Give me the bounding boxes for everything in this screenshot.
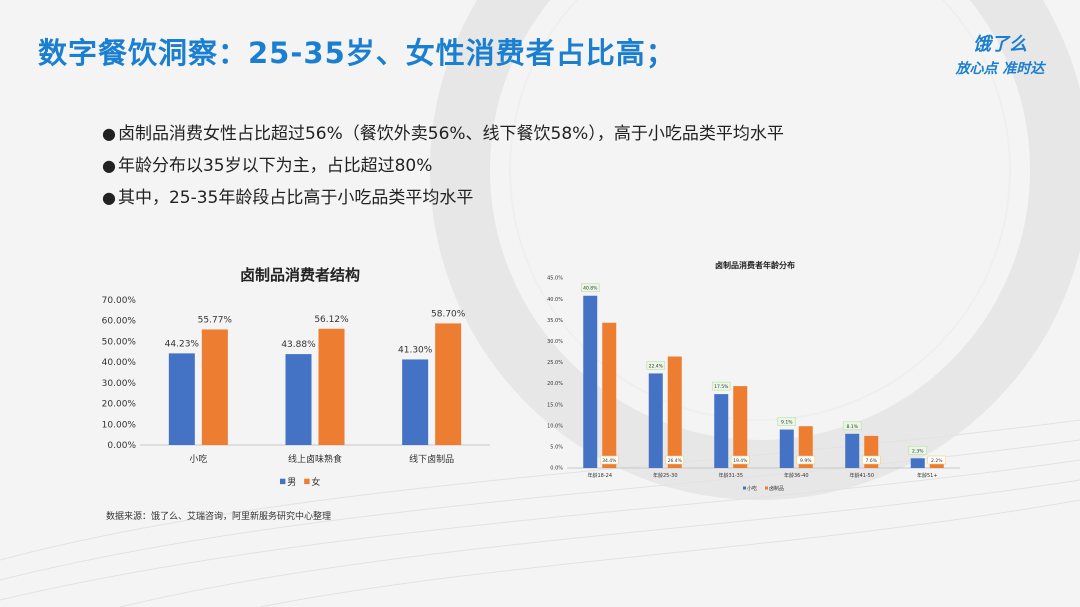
data-label: 9.1% [781,420,793,426]
bar [602,322,617,468]
page-title: 数字餐饮洞察：25-35岁、女性消费者占比高； [38,36,676,70]
y-tick-label: 10.00% [102,420,137,430]
bar [402,359,429,445]
y-tick-label: 35.0% [547,318,563,324]
age-distribution-chart: 卤制品消费者年龄分布 0.0% 5.0% 10.0% 15.0% 20.0% 25.0% 30… [547,260,960,492]
bar [648,373,663,468]
bar [779,429,794,468]
category-label: 年龄41-50 [849,472,874,479]
logo-line-2: 放心点 准时达 [955,61,1045,77]
data-label: 8.1% [847,424,859,430]
bar [714,394,729,468]
legend-swatch [743,486,746,490]
data-label: 22.4% [649,363,664,369]
data-label-box [580,283,600,293]
bar [201,329,228,445]
legend-label: 卤制品 [769,485,784,492]
data-label-box [665,455,685,465]
data-label-box [599,455,619,465]
y-tick-label: 45.0% [547,276,563,282]
bullet-text: 卤制品消费女性占比超过56%（餐饮外卖56%、线下餐饮58%），高于小吃品类平均… [117,124,784,144]
data-label: 40.8% [583,286,598,292]
y-tick-label: 60.00% [102,317,137,327]
data-label-box [861,455,881,465]
y-tick-label: 15.0% [547,402,563,408]
consumer-structure-chart: 卤制品消费者结构 0.00% 10.00% 20.00% 30.00% 40.00% 50.… [102,266,490,488]
data-label-box [730,455,750,465]
bar [910,458,925,468]
y-tick-label: 25.0% [547,360,563,366]
y-tick-label: 30.00% [102,379,137,389]
data-label-box [908,445,928,455]
y-tick-label: 40.0% [547,297,563,303]
bullet-dot-icon: ● [102,124,116,143]
brand-logo: 饿了么 放心点 准时达 [944,30,1056,78]
y-tick-label: 30.0% [547,339,563,345]
category-label: 年龄18-24 [587,472,612,479]
bullet-text: 其中，25-35年龄段占比高于小吃品类平均水平 [117,188,474,208]
bar [845,433,860,468]
bullet-item: ● 年龄分布以35岁以下为主，占比超过80% [102,154,784,186]
data-label: 44.23% [165,339,200,349]
chart-title: 卤制品消费者年龄分布 [715,260,795,270]
legend-label: 男 [287,477,296,488]
bullet-item: ● 其中，25-35年龄段占比高于小吃品类平均水平 [102,186,784,218]
category-label: 年龄25-30 [653,472,678,479]
bullet-text: 年龄分布以35岁以下为主，占比超过80% [117,156,433,176]
bar [285,354,312,445]
data-label: 41.30% [398,345,433,355]
bar [667,356,682,468]
data-label-box [796,455,816,465]
y-tick-label: 50.00% [102,337,137,347]
bar [733,386,748,468]
logo-line-1: 饿了么 [973,34,1027,55]
bar [318,328,345,445]
data-label: 43.88% [281,340,316,350]
legend-swatch [280,478,286,485]
data-label: 9.9% [800,458,812,464]
category-label: 年龄36-40 [784,472,809,479]
bullet-item: ● 卤制品消费女性占比超过56%（餐饮外卖56%、线下餐饮58%），高于小吃品类平… [102,122,784,154]
category-label: 线下卤制品 [409,453,454,465]
data-label: 56.12% [314,315,349,325]
data-label: 19.4% [733,458,748,464]
legend-swatch [304,478,310,485]
bullet-dot-icon: ● [102,188,116,207]
data-label: 58.70% [431,309,466,319]
legend-swatch [765,486,768,490]
bullet-dot-icon: ● [102,156,116,175]
data-label-box [777,417,797,426]
data-label: 55.77% [198,315,233,325]
bar [583,295,598,468]
data-label: 17.5% [714,384,729,390]
bar [168,353,195,445]
data-label: 2.3% [912,448,924,454]
y-tick-label: 40.00% [102,358,137,368]
data-label-box [927,455,947,465]
bullet-list: ● 卤制品消费女性占比超过56%（餐饮外卖56%、线下餐饮58%），高于小吃品类平… [102,122,784,218]
y-tick-label: 0.00% [107,441,136,451]
legend-label: 小吃 [747,485,757,492]
y-tick-label: 10.0% [547,423,563,429]
data-source-note: 数据来源：饿了么、艾瑞咨询，阿里新服务研究中心整理 [106,512,332,522]
legend-label: 女 [311,476,320,488]
data-label-box [711,381,731,391]
data-label: 26.4% [668,458,683,464]
data-label: 2.2% [931,458,943,464]
data-label-box [646,361,666,370]
category-label: 线上卤味熟食 [288,453,342,465]
y-tick-label: 0.0% [550,466,563,472]
y-tick-label: 5.0% [550,445,563,451]
chart-title: 卤制品消费者结构 [240,266,360,284]
data-label: 7.6% [866,458,878,464]
data-label: 34.4% [602,458,617,464]
data-label-box [842,421,862,431]
category-label: 年龄51+ [917,472,938,479]
bar [435,323,462,445]
y-tick-label: 20.00% [102,400,137,410]
category-label: 年龄31-35 [718,472,743,479]
category-label: 小吃 [189,453,207,465]
y-tick-label: 20.0% [547,381,563,387]
y-tick-label: 70.00% [102,296,137,306]
